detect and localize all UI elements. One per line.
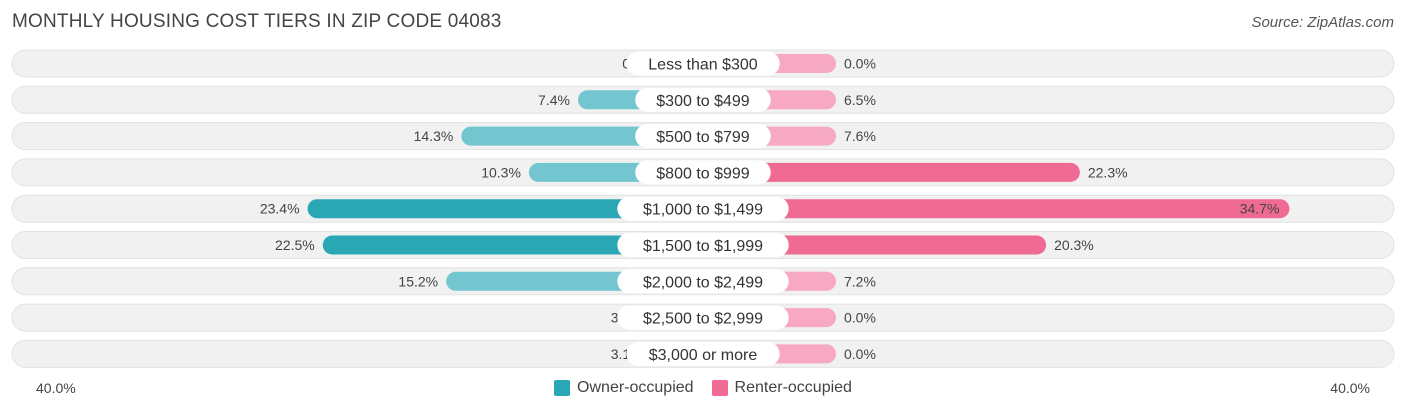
category-label: $500 to $799 xyxy=(656,129,750,146)
category-label: $1,000 to $1,499 xyxy=(643,202,763,219)
owner-value-label: 23.4% xyxy=(260,201,300,217)
category-pill xyxy=(617,305,789,330)
owner-value-label: 14.3% xyxy=(414,128,454,144)
chart-title: MONTHLY HOUSING COST TIERS IN ZIP CODE 0… xyxy=(12,11,502,32)
category-pill xyxy=(617,233,789,257)
renter-value-label: 6.5% xyxy=(844,92,876,108)
renter-value-label: 7.2% xyxy=(844,273,876,289)
category-label: $2,500 to $2,999 xyxy=(643,311,763,328)
owner-value-label: 7.4% xyxy=(538,92,570,108)
legend-owner-label: Owner-occupied xyxy=(577,379,694,396)
owner-bar xyxy=(322,235,703,255)
owner-value-label: 22.5% xyxy=(275,237,315,253)
renter-value-label: 22.3% xyxy=(1088,164,1128,180)
owner-value-label: 10.3% xyxy=(481,164,521,180)
category-pill xyxy=(617,196,789,221)
legend-owner-swatch xyxy=(554,380,571,396)
category-label: $300 to $499 xyxy=(656,93,750,110)
legend-renter-label: Renter-occupied xyxy=(734,379,852,396)
category-pill xyxy=(635,124,771,149)
owner-bar xyxy=(307,199,703,219)
legend: Owner-occupied Renter-occupied xyxy=(0,379,1406,397)
chart-source: Source: ZipAtlas.com xyxy=(1251,14,1394,31)
category-label: $800 to $999 xyxy=(656,165,750,182)
category-pill xyxy=(626,51,780,76)
category-pill xyxy=(626,341,780,366)
renter-value-label: 0.0% xyxy=(844,346,876,362)
category-label: $3,000 or more xyxy=(649,347,758,364)
category-label: Less than $300 xyxy=(648,57,758,74)
renter-value-label: 0.0% xyxy=(844,56,876,72)
category-pill xyxy=(635,87,771,112)
renter-bar xyxy=(703,235,1047,255)
renter-value-label: 0.0% xyxy=(844,310,876,326)
legend-owner: Owner-occupied xyxy=(554,379,694,397)
axis-max-label: 40.0% xyxy=(1330,380,1370,396)
category-pill xyxy=(617,269,789,294)
renter-value-label: 34.7% xyxy=(1240,201,1280,217)
owner-value-label: 15.2% xyxy=(398,273,438,289)
renter-bar xyxy=(703,199,1290,219)
category-pill xyxy=(635,160,771,185)
renter-value-label: 20.3% xyxy=(1054,237,1094,253)
legend-renter: Renter-occupied xyxy=(711,379,852,397)
renter-bar xyxy=(703,162,1080,182)
category-label: $2,000 to $2,499 xyxy=(643,274,763,291)
axis-min-label: 40.0% xyxy=(36,380,76,396)
category-label: $1,500 to $1,999 xyxy=(643,238,763,255)
renter-value-label: 7.6% xyxy=(844,128,876,144)
legend-renter-swatch xyxy=(711,380,728,396)
